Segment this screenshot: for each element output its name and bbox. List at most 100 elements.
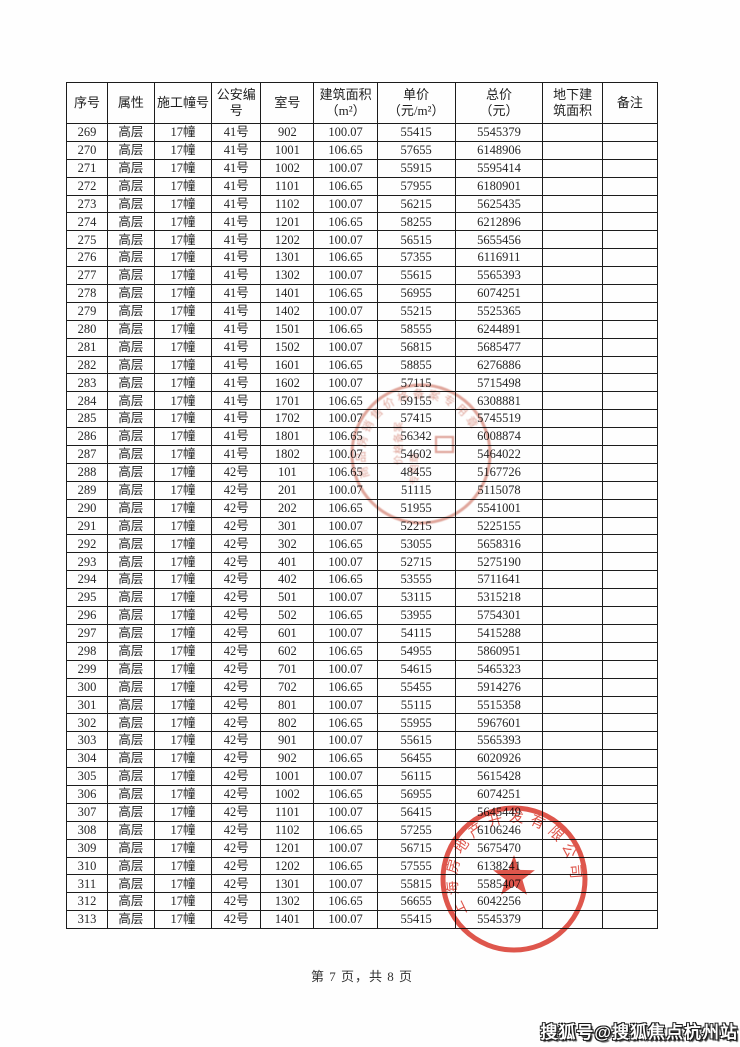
table-cell <box>601 516 659 536</box>
table-cell <box>601 301 659 321</box>
table-row: 291 高层 17幢 42号 301 100.07 52215 5225155 <box>66 516 659 536</box>
table-cell: 401 <box>260 552 315 572</box>
table-row: 297 高层 17幢 42号 601 100.07 54115 5415288 <box>66 623 659 643</box>
table-cell: 17幢 <box>153 767 213 786</box>
table-cell: 高层 <box>106 623 155 643</box>
column-header: 序号 <box>66 82 108 124</box>
table-cell <box>601 552 659 572</box>
table-body: 269 高层 17幢 41号 902 100.07 55415 5545379 270 高层 17幢… <box>66 123 659 930</box>
table-row: 290 高层 17幢 42号 202 106.65 51955 5541001 <box>66 498 659 518</box>
column-header: 施工幢号 <box>153 82 213 124</box>
table-cell <box>542 248 603 268</box>
table-cell <box>542 230 603 250</box>
table-cell: 高层 <box>106 212 155 232</box>
table-cell: 5675470 <box>454 838 544 858</box>
column-header: 公安编 号 <box>211 82 262 124</box>
table-cell: 高层 <box>106 695 155 715</box>
table-cell: 41号 <box>211 140 262 160</box>
table-cell: 41号 <box>211 158 262 178</box>
table-cell: 1801 <box>260 427 315 447</box>
table-cell: 53115 <box>376 588 456 608</box>
table-cell: 17幢 <box>153 123 213 142</box>
table-row: 277 高层 17幢 41号 1302 100.07 55615 5565393 <box>66 266 659 286</box>
table-cell: 299 <box>66 659 108 679</box>
table-cell <box>601 140 659 160</box>
table-cell: 17幢 <box>153 140 213 160</box>
table-cell <box>542 910 603 930</box>
table-cell <box>601 391 659 411</box>
table-cell: 287 <box>66 445 108 464</box>
table-cell: 17幢 <box>153 480 213 500</box>
table-cell: 54602 <box>376 445 456 464</box>
table-cell <box>601 910 659 930</box>
table-cell: 5860951 <box>454 641 544 661</box>
table-row: 303 高层 17幢 42号 901 100.07 55615 5565393 <box>66 731 659 751</box>
table-cell: 106.65 <box>313 248 378 268</box>
table-cell: 42号 <box>211 695 262 715</box>
table-cell: 6308881 <box>454 391 544 411</box>
table-cell: 58555 <box>376 319 456 339</box>
table-cell <box>542 445 603 464</box>
table-cell: 298 <box>66 641 108 661</box>
table-cell <box>542 266 603 286</box>
table-cell: 100.07 <box>313 230 378 250</box>
table-cell: 285 <box>66 409 108 429</box>
table-cell: 310 <box>66 856 108 876</box>
table-cell: 6074251 <box>454 784 544 804</box>
table-row: 299 高层 17幢 42号 701 100.07 54615 5465323 <box>66 659 659 679</box>
table-row: 280 高层 17幢 41号 1501 106.65 58555 6244891 <box>66 319 659 339</box>
table-cell: 55115 <box>376 695 456 715</box>
table-cell <box>601 194 659 214</box>
table-cell <box>542 427 603 447</box>
table-cell: 高层 <box>106 355 155 375</box>
table-cell: 5541001 <box>454 498 544 518</box>
table-cell <box>542 731 603 751</box>
table-cell: 1201 <box>260 838 315 858</box>
table-cell: 1401 <box>260 910 315 930</box>
table-cell: 52715 <box>376 552 456 572</box>
table-cell: 6138241 <box>454 856 544 876</box>
table-cell <box>601 158 659 178</box>
table-cell <box>542 641 603 661</box>
table-cell: 289 <box>66 480 108 500</box>
table-cell: 100.07 <box>313 731 378 751</box>
table-cell: 56455 <box>376 749 456 769</box>
table-cell: 5595414 <box>454 158 544 178</box>
table-cell: 275 <box>66 230 108 250</box>
table-cell: 56415 <box>376 802 456 822</box>
table-cell: 42号 <box>211 462 262 482</box>
page-number: 第 7 页，共 8 页 <box>310 969 413 984</box>
table-cell <box>542 284 603 303</box>
table-cell: 301 <box>66 695 108 715</box>
table-cell <box>601 677 659 697</box>
table-cell: 100.07 <box>313 445 378 464</box>
table-cell: 303 <box>66 731 108 751</box>
table-cell: 42号 <box>211 767 262 786</box>
table-cell: 55915 <box>376 158 456 178</box>
table-cell: 17幢 <box>153 570 213 590</box>
table-cell: 1001 <box>260 767 315 786</box>
table-cell: 902 <box>260 123 315 142</box>
table-cell: 17幢 <box>153 892 213 912</box>
table-row: 305 高层 17幢 42号 1001 100.07 56115 5615428 <box>66 767 659 786</box>
table-cell: 41号 <box>211 176 262 196</box>
table-cell: 17幢 <box>153 462 213 482</box>
table-row: 306 高层 17幢 42号 1002 106.65 56955 6074251 <box>66 784 659 804</box>
table-cell: 1101 <box>260 802 315 822</box>
table-cell: 42号 <box>211 570 262 590</box>
table-cell: 42号 <box>211 749 262 769</box>
table-cell: 高层 <box>106 713 155 733</box>
table-cell <box>601 445 659 464</box>
table-cell: 101 <box>260 462 315 482</box>
table-cell: 308 <box>66 820 108 840</box>
table-cell: 17幢 <box>153 820 213 840</box>
table-cell: 1202 <box>260 230 315 250</box>
table-cell: 55815 <box>376 874 456 894</box>
table-cell: 5225155 <box>454 516 544 536</box>
table-cell: 1802 <box>260 445 315 464</box>
table-cell: 42号 <box>211 623 262 643</box>
table-cell: 277 <box>66 266 108 286</box>
table-cell: 106.65 <box>313 319 378 339</box>
table-cell: 17幢 <box>153 606 213 625</box>
table-cell <box>601 892 659 912</box>
